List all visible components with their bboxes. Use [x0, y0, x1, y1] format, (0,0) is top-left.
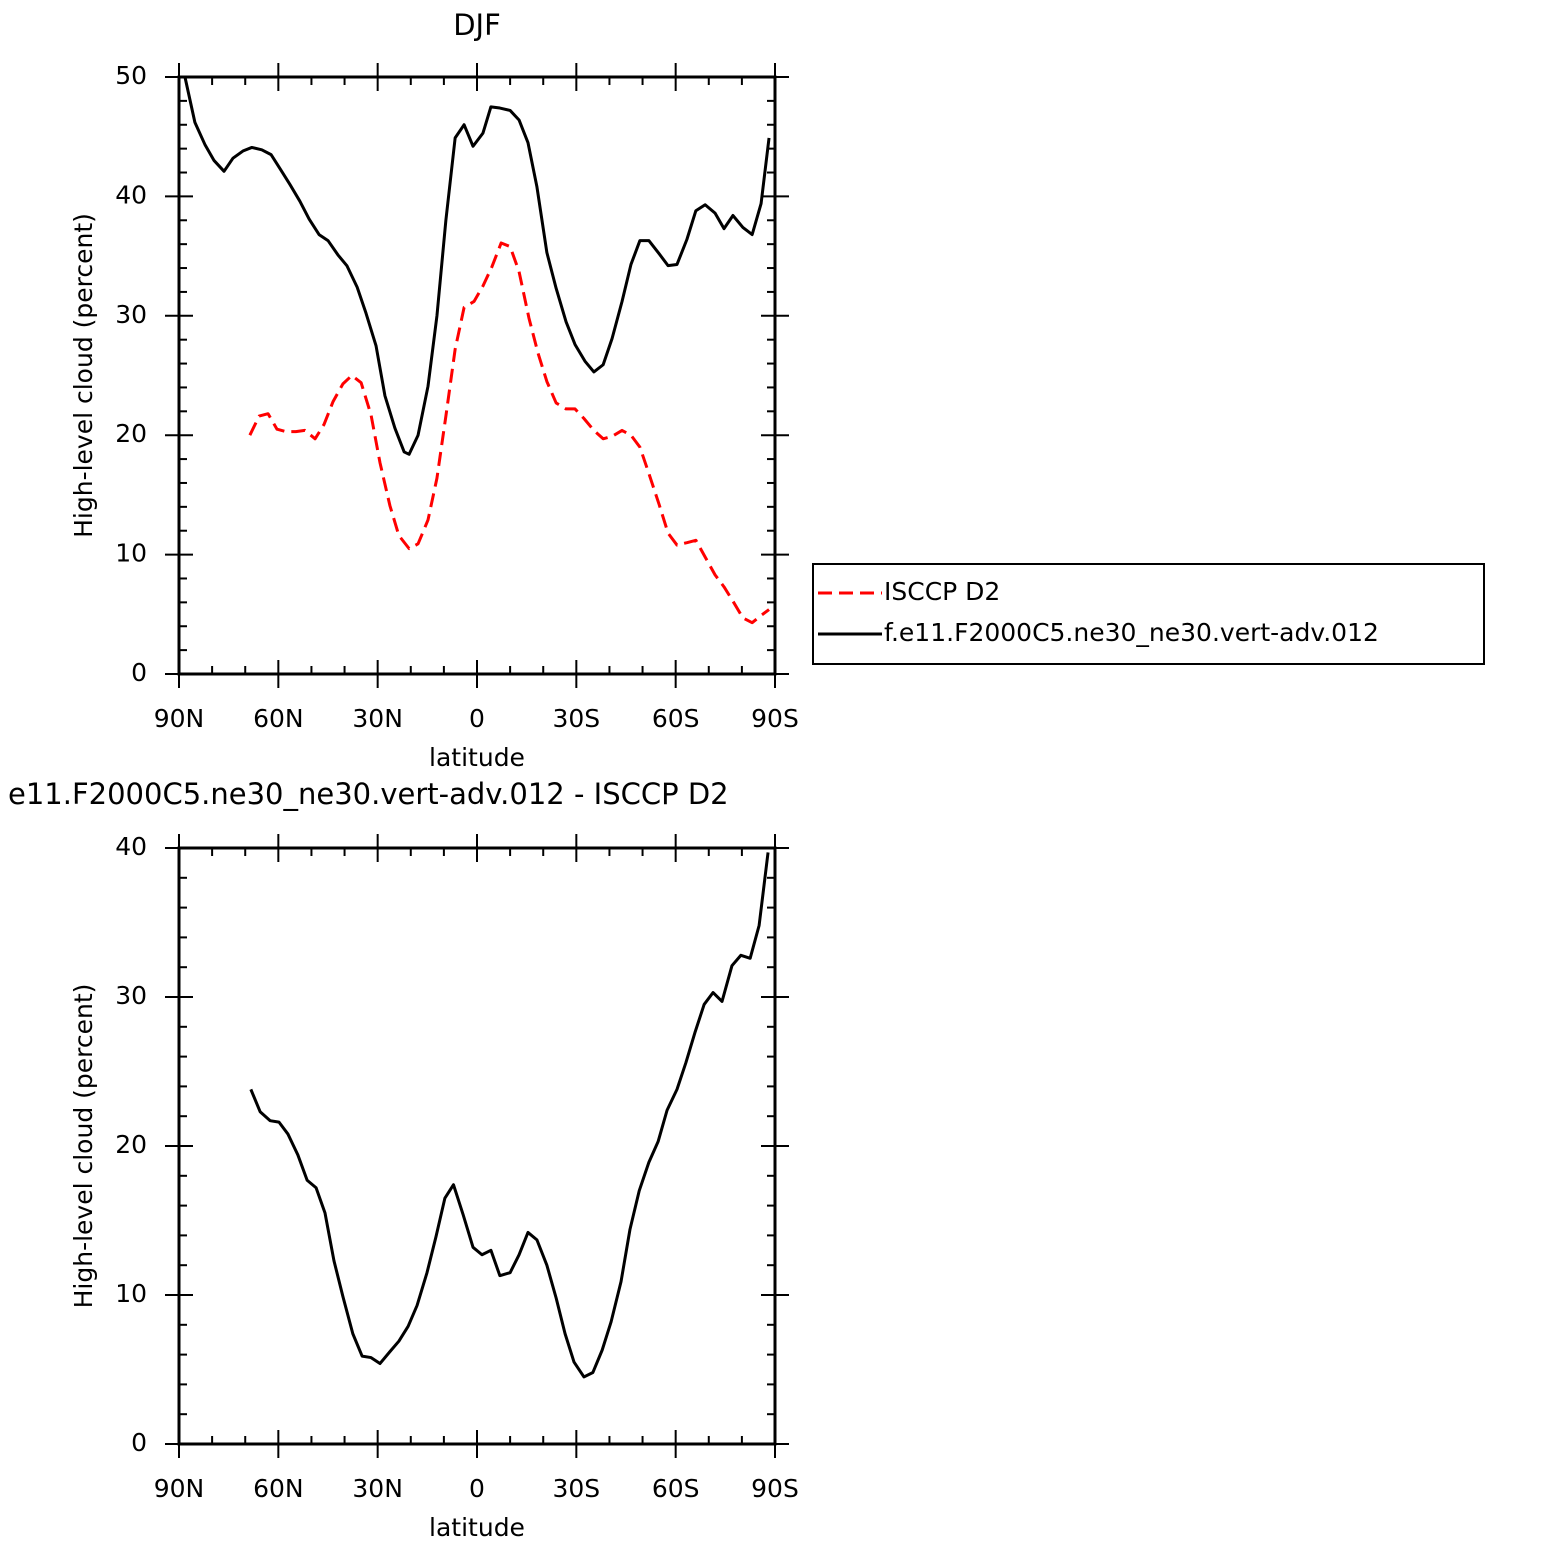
- data-line: [249, 852, 770, 1379]
- y-tick-label: 50: [115, 61, 147, 90]
- y-tick-label: 40: [115, 180, 147, 209]
- y-tick-label: 0: [131, 658, 147, 687]
- x-tick-label: 90N: [154, 1474, 205, 1503]
- data-line: [183, 76, 771, 456]
- y-axis-label: High-level cloud (percent): [69, 984, 98, 1309]
- x-tick-label: 30S: [552, 1474, 600, 1503]
- chart-title: e11.F2000C5.ne30_ne30.vert-adv.012 - ISC…: [8, 777, 729, 811]
- y-tick-label: 0: [131, 1428, 147, 1457]
- y-tick-label: 10: [115, 1279, 147, 1308]
- x-tick-label: 90N: [154, 704, 205, 733]
- chart-title: DJF: [453, 8, 501, 42]
- x-tick-label: 60S: [652, 704, 700, 733]
- x-tick-label: 0: [469, 704, 485, 733]
- legend-label: f.e11.F2000C5.ne30_ne30.vert-adv.012: [884, 618, 1379, 647]
- x-tick-label: 90S: [751, 704, 799, 733]
- legend-box: [812, 563, 1485, 665]
- x-tick-label: 0: [469, 1474, 485, 1503]
- x-tick-label: 60S: [652, 1474, 700, 1503]
- x-tick-label: 30N: [352, 704, 403, 733]
- data-line: [248, 241, 770, 625]
- y-tick-label: 10: [115, 539, 147, 568]
- y-axis-label: High-level cloud (percent): [69, 213, 98, 538]
- y-tick-label: 30: [115, 300, 147, 329]
- x-tick-label: 90S: [751, 1474, 799, 1503]
- plot-frame: [177, 75, 777, 676]
- x-axis-label: latitude: [429, 1513, 525, 1542]
- x-tick-label: 30N: [352, 1474, 403, 1503]
- y-tick-label: 40: [115, 832, 147, 861]
- plot-frame: [177, 846, 777, 1446]
- x-tick-label: 30S: [552, 704, 600, 733]
- x-tick-label: 60N: [253, 704, 304, 733]
- legend-label: ISCCP D2: [884, 577, 1000, 606]
- y-tick-label: 20: [115, 1130, 147, 1159]
- y-tick-label: 20: [115, 419, 147, 448]
- x-axis-label: latitude: [429, 743, 525, 772]
- y-tick-label: 30: [115, 981, 147, 1010]
- x-tick-label: 60N: [253, 1474, 304, 1503]
